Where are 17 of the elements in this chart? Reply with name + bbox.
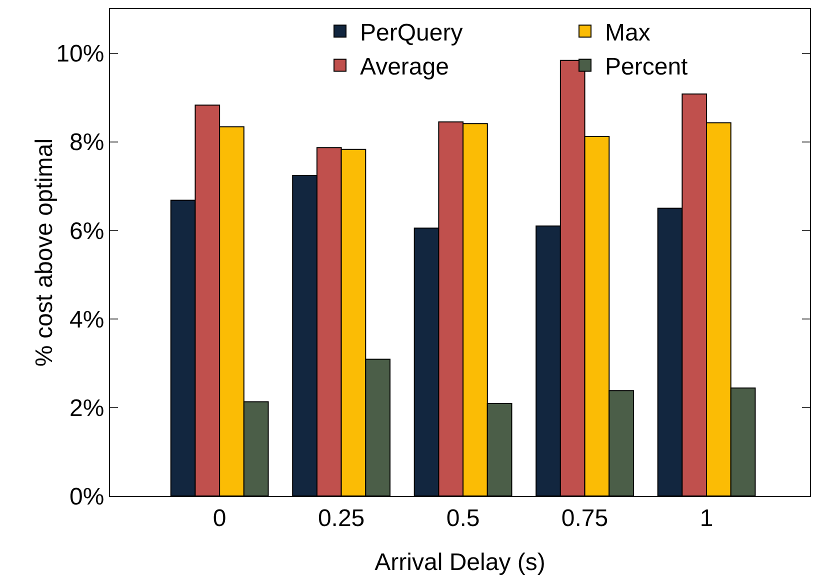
- x-tick-label: 0.5: [446, 504, 480, 532]
- legend-label: PerQuery: [360, 19, 463, 46]
- legend-label: Average: [360, 54, 449, 81]
- x-tick-label: 0: [212, 504, 226, 532]
- y-tick-label: 10%: [56, 40, 104, 68]
- y-tick-label: 2%: [70, 394, 104, 422]
- x-tick-label: 0.75: [561, 504, 608, 532]
- y-tick-label: 4%: [70, 306, 104, 334]
- y-axis-title: % cost above optimal: [31, 138, 58, 367]
- legend-label: Max: [605, 19, 650, 46]
- x-tick-label: 0.25: [318, 504, 365, 532]
- x-tick-label: 1: [700, 504, 714, 532]
- x-axis-title: Arrival Delay (s): [374, 549, 546, 576]
- y-tick-label: 0%: [70, 483, 104, 510]
- legend-label: Percent: [605, 54, 688, 81]
- y-tick-label: 8%: [70, 129, 104, 156]
- y-tick-label: 6%: [70, 218, 104, 245]
